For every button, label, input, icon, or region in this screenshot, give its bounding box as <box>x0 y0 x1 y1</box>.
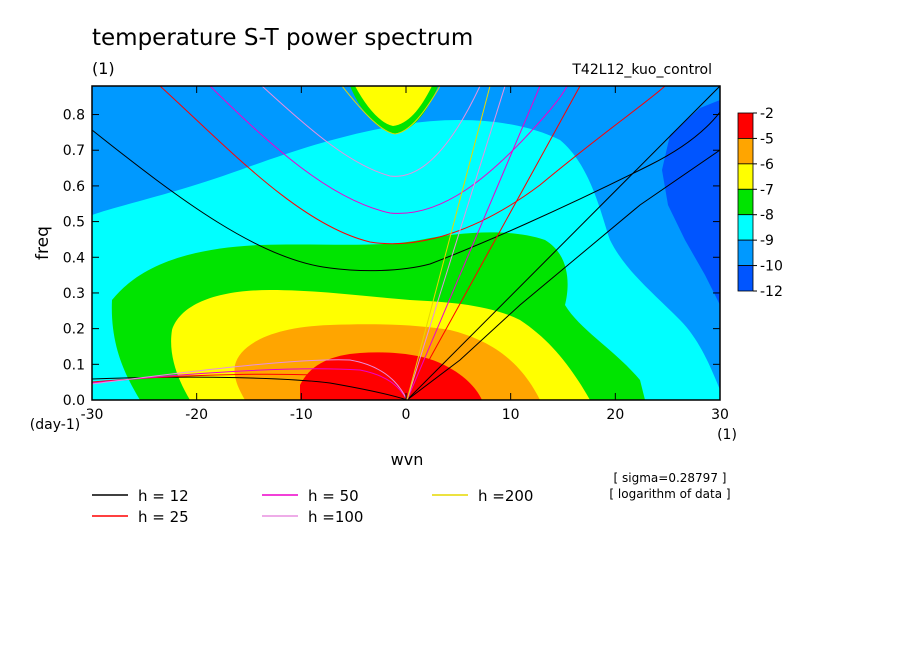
y-tick-label: 0.1 <box>63 357 85 373</box>
colorbar-label: -8 <box>760 208 774 224</box>
x-axis-ticks: -30 -20 -10 0 10 20 30 <box>81 86 729 423</box>
chart-subtitle: (1) <box>92 59 115 78</box>
x-tick-label: -10 <box>290 407 313 423</box>
curve-h12-kelvin <box>406 149 720 400</box>
legend-label: h = 25 <box>138 508 189 526</box>
curve-h100-lower <box>92 359 408 400</box>
legend-label: h = 12 <box>138 487 189 505</box>
dispersion-curves <box>92 86 720 400</box>
colorbar: -2 -5 -6 -7 -8 -9 -10 -12 <box>737 106 783 300</box>
x-tick-label: 0 <box>402 407 411 423</box>
legend-label: h =100 <box>308 508 363 526</box>
curve-h200-kelvin <box>406 86 491 400</box>
y-tick-label: 0.2 <box>63 322 85 338</box>
colorbar-swatch <box>737 239 754 266</box>
curve-h50-upper <box>209 86 568 214</box>
y-tick-label: 0.6 <box>63 179 85 195</box>
x-tick-label: 20 <box>606 407 624 423</box>
colorbar-label: -7 <box>760 182 774 198</box>
colorbar-label: -9 <box>760 233 774 249</box>
colorbar-swatch <box>737 112 754 139</box>
curve-legend: h = 12 h = 25 h = 50 h =100 h =200 <box>92 487 533 526</box>
curve-h12-upper <box>92 111 720 272</box>
colorbar-label: -12 <box>760 284 783 300</box>
y-tick-label: 0.0 <box>63 393 85 409</box>
y-tick-label: 0.5 <box>63 215 85 231</box>
y-axis-label: freq <box>33 226 53 260</box>
x-axis-label: wvn <box>391 450 424 469</box>
colorbar-label: -6 <box>760 157 774 173</box>
curve-h25-lower <box>92 373 408 400</box>
colorbar-swatch <box>737 214 754 241</box>
x-tick-label: -30 <box>81 407 104 423</box>
y-axis-ticks: 0.0 0.1 0.2 0.3 0.4 0.5 0.6 0.7 0.8 <box>63 108 720 409</box>
curve-h25-upper <box>159 86 666 245</box>
note-logarithm: [ logarithm of data ] <box>609 487 730 501</box>
legend-label: h = 50 <box>308 487 359 505</box>
contour-band-minus5 <box>300 352 482 400</box>
curve-h100-upper <box>261 86 481 177</box>
curve-h50-kelvin <box>406 86 541 400</box>
y-tick-label: 0.8 <box>63 108 85 124</box>
contour-band-top-minus7 <box>355 86 432 126</box>
legend-label: h =200 <box>478 487 533 505</box>
y-tick-label: 0.3 <box>63 286 85 302</box>
x-tick-label: -20 <box>185 407 208 423</box>
curve-h200-upper <box>341 86 441 135</box>
colorbar-label: -5 <box>760 131 774 147</box>
colorbar-swatch <box>737 138 754 165</box>
colorbar-swatch <box>737 163 754 190</box>
y-axis-unit: (day-1) <box>30 417 80 433</box>
colorbar-label: -10 <box>760 259 783 275</box>
y-tick-label: 0.7 <box>63 143 85 159</box>
x-tick-label: 30 <box>711 407 729 423</box>
chart-title: temperature S-T power spectrum <box>92 25 473 51</box>
run-label: T42L12_kuo_control <box>571 62 712 78</box>
note-sigma: [ sigma=0.28797 ] <box>614 471 727 485</box>
curve-h100-kelvin <box>406 86 506 400</box>
curve-h50-lower <box>92 368 408 400</box>
curve-h25-kelvin <box>406 86 581 400</box>
y-tick-label: 0.4 <box>63 250 85 266</box>
colorbar-swatch <box>737 265 754 292</box>
x-tick-label: 10 <box>502 407 520 423</box>
x-axis-unit: (1) <box>717 427 737 443</box>
colorbar-swatch <box>737 188 754 216</box>
curve-h12-kelvin-2 <box>406 86 720 400</box>
colorbar-label: -2 <box>760 106 774 122</box>
